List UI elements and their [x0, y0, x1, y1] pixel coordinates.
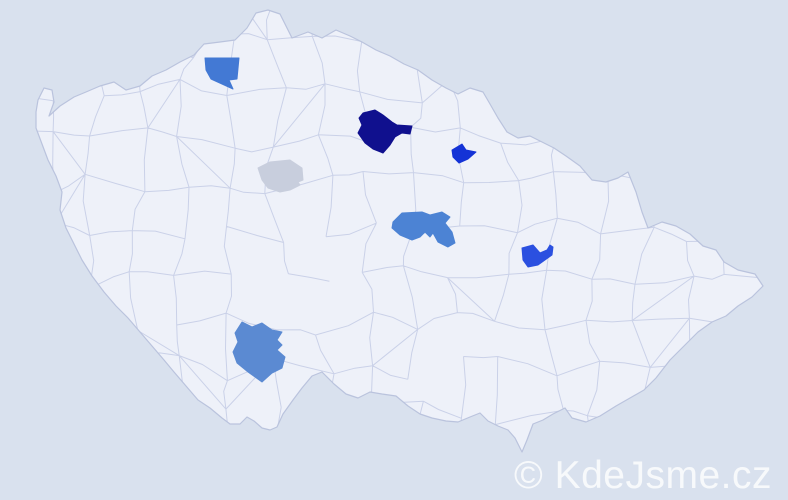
map-district-highlight-district-1[interactable] — [204, 57, 240, 90]
highlighted-districts — [204, 57, 554, 383]
map-district-highlight-district-3[interactable] — [451, 143, 477, 164]
map-district-highlight-district-6[interactable] — [521, 244, 554, 268]
map-district-highlight-district-5[interactable] — [391, 211, 456, 248]
map-district-highlight-district-2[interactable] — [357, 109, 413, 154]
map-district-highlight-district-7[interactable] — [232, 321, 286, 383]
country-outline — [35, 9, 764, 453]
map-district-highlight-district-4[interactable] — [257, 159, 304, 193]
